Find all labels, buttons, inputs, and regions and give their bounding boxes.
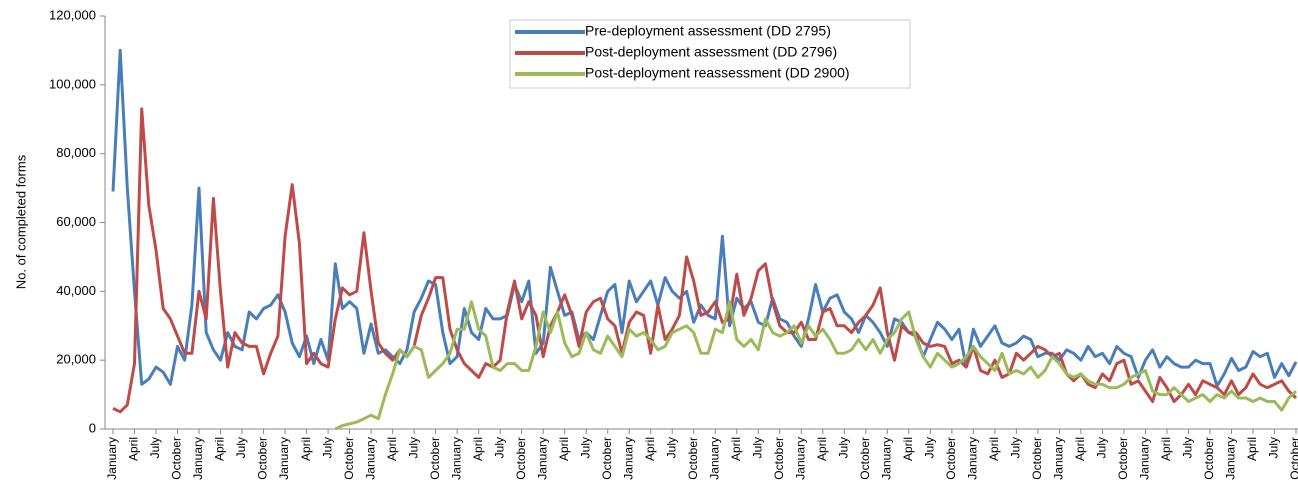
x-tick-label: July: [1009, 437, 1023, 458]
x-tick-label: April: [901, 437, 915, 461]
x-tick-label: October: [686, 437, 700, 480]
x-tick-label: October: [342, 437, 356, 480]
x-tick-label: April: [299, 437, 313, 461]
x-tick-label: April: [1159, 437, 1173, 461]
x-tick-label: July: [923, 437, 937, 458]
x-tick-label: January: [879, 437, 893, 480]
x-tick-label: January: [707, 437, 721, 480]
x-tick-label: January: [449, 437, 463, 480]
x-tick-label: January: [105, 437, 119, 480]
x-tick-label: July: [750, 437, 764, 458]
y-tick-label: 20,000: [56, 352, 96, 367]
x-tick-label: January: [535, 437, 549, 480]
x-tick-label: January: [277, 437, 291, 480]
x-tick-label: July: [1181, 437, 1195, 458]
x-tick-label: April: [1073, 437, 1087, 461]
x-tick-label: July: [1095, 437, 1109, 458]
legend-label: Post-deployment reassessment (DD 2900): [585, 65, 850, 81]
x-tick-label: January: [621, 437, 635, 480]
x-tick-label: October: [1116, 437, 1130, 480]
series-line: [334, 300, 1298, 431]
x-tick-label: January: [1052, 437, 1066, 480]
x-tick-label: July: [578, 437, 592, 458]
x-tick-label: April: [471, 437, 485, 461]
x-tick-label: July: [320, 437, 334, 458]
x-tick-label: October: [1030, 437, 1044, 480]
y-tick-label: 120,000: [49, 7, 96, 22]
legend-label: Pre-deployment assessment (DD 2795): [585, 23, 831, 39]
x-tick-label: October: [1202, 437, 1216, 480]
series-line: [111, 48, 1298, 388]
x-tick-label: October: [1288, 437, 1298, 480]
x-tick-label: July: [406, 437, 420, 458]
x-tick-label: April: [815, 437, 829, 461]
x-tick-label: July: [1267, 437, 1281, 458]
legend-label: Post-deployment assessment (DD 2796): [585, 44, 837, 60]
y-axis-label: No. of completed forms: [13, 154, 28, 289]
x-tick-label: January: [1138, 437, 1152, 480]
y-tick-label: 0: [89, 420, 96, 435]
x-tick-label: April: [213, 437, 227, 461]
x-tick-label: April: [1245, 437, 1259, 461]
x-tick-label: April: [127, 437, 141, 461]
x-tick-label: October: [944, 437, 958, 480]
x-tick-label: January: [363, 437, 377, 480]
legend: Pre-deployment assessment (DD 2795) Post-…: [509, 19, 911, 89]
x-tick-label: July: [148, 437, 162, 458]
y-tick-label: 60,000: [56, 214, 96, 229]
x-tick-label: July: [836, 437, 850, 458]
x-tick-label: July: [664, 437, 678, 458]
x-tick-label: October: [256, 437, 270, 480]
x-tick-label: October: [428, 437, 442, 480]
x-tick-label: July: [492, 437, 506, 458]
x-tick-label: April: [643, 437, 657, 461]
x-tick-label: January: [793, 437, 807, 480]
x-tick-label: April: [729, 437, 743, 461]
x-tick-label: April: [557, 437, 571, 461]
x-tick-label: January: [966, 437, 980, 480]
x-tick-label: October: [514, 437, 528, 480]
x-tick-label: October: [772, 437, 786, 480]
x-tick-label: October: [600, 437, 614, 480]
y-tick-label: 80,000: [56, 145, 96, 160]
x-tick-label: April: [987, 437, 1001, 461]
series-line: [112, 107, 1298, 414]
x-tick-label: January: [1224, 437, 1238, 480]
x-tick-label: January: [191, 437, 205, 480]
x-tick-label: October: [858, 437, 872, 480]
y-tick-label: 100,000: [49, 76, 96, 91]
x-tick-label: July: [234, 437, 248, 458]
x-tick-label: April: [385, 437, 399, 461]
x-tick-label: October: [170, 437, 184, 480]
y-tick-label: 40,000: [56, 283, 96, 298]
